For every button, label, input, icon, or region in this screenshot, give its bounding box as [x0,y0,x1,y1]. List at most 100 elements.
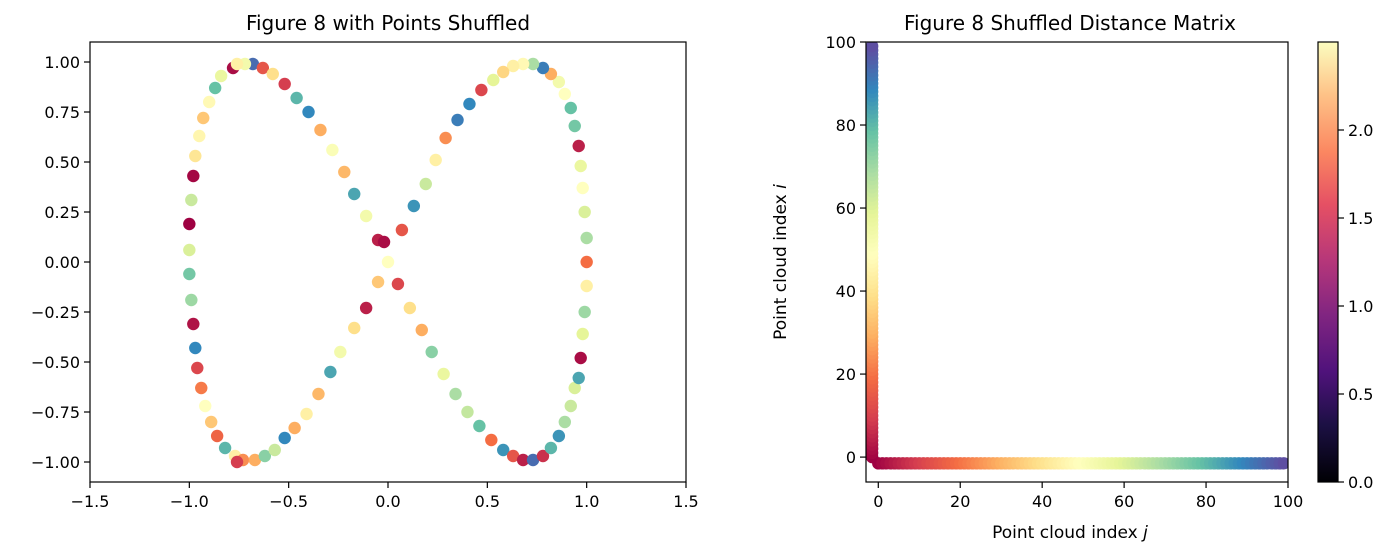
x-tick-label: 1.0 [574,492,599,511]
scatter-point [580,231,593,245]
scatter-point [572,371,585,385]
scatter-point [425,345,438,359]
scatter-point [558,415,572,429]
scatter-point [580,255,593,269]
scatter-point [199,399,212,413]
scatter-point [288,421,301,435]
heatmap-title: Figure 8 Shuffled Distance Matrix [904,11,1236,35]
scatter-point [463,97,476,111]
scatter-point [544,441,558,455]
scatter-point [578,205,591,219]
x-tick-label: −1.0 [170,492,209,511]
y-tick-label: −0.75 [31,403,80,422]
scatter-point [203,95,216,109]
x-tick-label: −1.5 [71,492,110,511]
scatter-point [266,67,279,81]
scatter-point [371,275,385,289]
scatter-point [552,75,566,89]
scatter-point [381,255,395,269]
scatter-point [314,123,327,137]
scatter-point [278,77,291,91]
scatter-y-axis: 1.00 0.75 0.50 0.25 0.00 −0.25 −0.50 −0.75 −1.00 [31,53,90,472]
scatter-point [391,277,405,291]
scatter-point [568,381,581,395]
scatter-point [183,243,196,257]
scatter-point [506,449,520,463]
scatter-point [580,279,593,293]
scatter-point [485,433,498,447]
scatter-point [475,83,488,97]
scatter-point [564,101,577,115]
x-tick-label: −0.5 [269,492,308,511]
y-tick-label: −0.25 [31,303,80,322]
scatter-title: Figure 8 with Points Shuffled [246,11,530,35]
scatter-point [516,57,530,71]
scatter-point [415,323,428,337]
x-tick-label: 0.0 [375,492,400,511]
scatter-point [497,65,510,79]
scatter-point [439,131,452,145]
scatter-point [497,443,510,457]
scatter-point [204,415,218,429]
scatter-point [214,69,228,83]
scatter-point [473,419,486,433]
scatter-point [258,449,272,463]
scatter-point [449,387,462,401]
scatter-point [558,87,572,101]
scatter-point [187,317,200,331]
scatter-point [572,139,585,153]
scatter-x-axis: −1.5 −1.0 −0.5 0.0 0.5 1.0 1.5 [71,482,699,511]
scatter-point [437,367,450,381]
scatter-point [574,351,587,365]
y-tick-label: 0.75 [44,103,80,122]
scatter-point [451,113,464,127]
scatter-point [268,443,281,457]
scatter-point [536,61,550,75]
scatter-point [187,169,200,183]
scatter-point [506,59,520,73]
scatter-point [419,177,432,191]
scatter-point [348,321,361,335]
scatter-point [407,199,421,213]
scatter-point [248,453,262,467]
scatter-point [359,209,373,223]
scatter-point [526,57,540,71]
scatter-point [326,143,339,157]
scatter-point [189,149,202,163]
scatter-point [302,105,315,119]
scatter-point [359,301,373,315]
scatter-point [230,455,244,469]
scatter-point [185,193,198,207]
scatter-point [552,429,566,443]
scatter-point [218,441,232,455]
scatter-point [193,129,206,143]
scatter-point [576,327,589,341]
heatmap-chart: Figure 8 Shuffled Distance Matrix 0 20 40 6… [771,11,1303,543]
y-tick-label: 0.25 [44,203,80,222]
scatter-point [183,217,196,231]
scatter-point [300,407,313,421]
scatter-chart: Figure 8 with Points Shuffled −1.5 −1.0 −0… [31,11,699,511]
y-tick-label: 0.50 [44,153,80,172]
scatter-point [290,91,303,105]
scatter-point [578,305,591,319]
scatter-point [395,223,409,237]
scatter-point [377,235,391,249]
scatter-point [278,431,291,445]
scatter-point [208,81,222,95]
scatter-point [516,453,530,467]
y-tick-label: 1.00 [44,53,80,72]
scatter-point [348,187,361,201]
scatter-point [191,361,204,375]
y-tick-label: 0.00 [44,253,80,272]
scatter-point [574,159,587,173]
scatter-point [195,381,208,395]
scatter-point [256,61,270,75]
scatter-point [324,365,337,379]
scatter-point [429,153,442,167]
scatter-point [334,345,347,359]
scatter-point [230,57,244,71]
scatter-point [568,119,581,133]
scatter-point [197,111,210,125]
